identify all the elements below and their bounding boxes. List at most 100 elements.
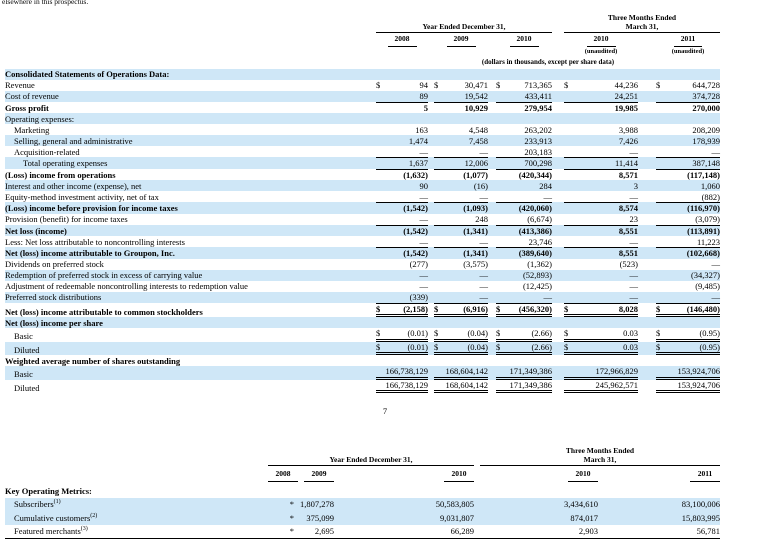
value-cell: $713,365 xyxy=(496,80,552,90)
table-row: Preferred stock distributions (339) — — — — xyxy=(5,291,721,303)
row-label: (Loss) income from operations xyxy=(5,169,116,180)
value-cell: 83,100,006 xyxy=(681,499,720,509)
value-cell: 9,031,807 xyxy=(440,512,474,523)
key-operating-metrics-table: Year Ended December 31, Three Months End… xyxy=(5,446,720,539)
value-cell: — xyxy=(711,146,721,157)
year-column-header: 2008 xyxy=(376,34,428,47)
value-cell: $94 xyxy=(376,80,428,90)
table-row: Subscribers(1) * 1,807,278 50,583,805 3,434,… xyxy=(5,497,720,511)
value-cell: (339) xyxy=(409,292,428,302)
value-cell: 90 xyxy=(419,180,429,191)
value-cell: 1,474 xyxy=(408,135,428,146)
table-row: Cost of revenue 89 19,542 433,411 24,251 374,… xyxy=(5,90,720,102)
value-cell: 7,426 xyxy=(618,135,638,146)
value-cell: 23,746 xyxy=(528,236,552,247)
row-label: Cost of revenue xyxy=(5,91,59,101)
value-cell: 4,548 xyxy=(468,124,488,135)
table-row: Consolidated Statements of Operations Da… xyxy=(5,68,720,80)
table-row: Equity-method investment activity, net o… xyxy=(5,191,720,202)
value-cell: 8,551 xyxy=(564,224,638,237)
value-cell: 19,542 xyxy=(464,91,488,101)
value-cell: 375,099 xyxy=(306,512,334,523)
row-label: Acquisition-related xyxy=(14,146,80,157)
value-cell: (1,542) xyxy=(376,247,428,259)
table-header-groups: Year Ended December 31, Three Months End… xyxy=(5,446,720,466)
value-cell: 11,414 xyxy=(564,157,638,169)
year-column-header: 2010 xyxy=(564,34,638,47)
value-cell: (3,575) xyxy=(463,259,488,269)
table-row: Gross profit 5 10,929 279,954 19,985 270,000 xyxy=(5,101,720,114)
value-cell: 15,803,995 xyxy=(681,512,720,523)
value-cell: 8,551 xyxy=(564,247,638,259)
value-cell: 8,571 xyxy=(564,168,638,181)
value-cell: 168,604,142 xyxy=(434,366,488,380)
value-cell: $ (0.95) xyxy=(656,328,720,342)
value-cell: 3,434,610 xyxy=(564,499,598,509)
value-cell: 166,738,129 xyxy=(376,366,428,380)
value-cell: $0.03 xyxy=(564,342,638,355)
value-cell: (52,893) xyxy=(522,270,552,280)
value-cell: — xyxy=(629,236,639,247)
value-cell: (1,093) xyxy=(434,202,488,214)
table-header-groups: Year Ended December 31, Three Months End… xyxy=(5,13,720,33)
value-cell: 11,223 xyxy=(696,236,720,247)
value-cell: — xyxy=(711,292,721,302)
value-cell: (1,341) xyxy=(434,247,488,259)
value-cell: — xyxy=(479,191,489,202)
value-cell: 166,738,129 xyxy=(376,380,428,393)
value-cell: $ (0.01) xyxy=(376,342,428,355)
row-label: Less: Net loss attributable to noncontro… xyxy=(5,236,185,247)
table-row: Featured merchants(3) * 2,695 66,289 2,903 56… xyxy=(5,525,720,539)
row-label: Provision (benefit) for income taxes xyxy=(5,214,128,224)
value-cell: — xyxy=(419,191,429,202)
row-label: Equity-method investment activity, net o… xyxy=(5,191,159,202)
row-label: Redemption of preferred stock in excess … xyxy=(5,270,203,280)
value-cell: 374,728 xyxy=(692,91,720,101)
value-cell: 7,458 xyxy=(468,135,488,146)
value-cell: 2,903 xyxy=(578,526,598,536)
value-cell: $ (146,480) xyxy=(656,302,720,317)
row-label: Selling, general and administrative xyxy=(14,135,133,146)
value-cell: 178,939 xyxy=(692,135,720,146)
table-row: Revenue $94 $30,471 $713,365 $44,236 $644,728 xyxy=(5,80,720,91)
value-cell: (16) xyxy=(473,180,488,191)
value-cell: 284 xyxy=(539,180,552,191)
units-note: (dollars in thousands, except per share … xyxy=(481,58,615,66)
value-cell: — xyxy=(711,259,721,269)
value-cell: (116,970) xyxy=(656,202,720,214)
table-header-units: (dollars in thousands, except per share … xyxy=(5,56,720,69)
value-cell: 24,251 xyxy=(614,91,638,101)
value-cell: (12,425) xyxy=(522,281,552,291)
value-cell: $ (6,916) xyxy=(434,302,488,317)
value-cell: $ (2.66) xyxy=(496,342,552,355)
table-header-years: 2008 2009 2010 2010 2011 xyxy=(5,467,720,482)
value-cell: 245,962,571 xyxy=(564,380,638,393)
intro-text-fragment: elsewhere in this prospectus. xyxy=(2,0,89,6)
value-cell: 279,954 xyxy=(496,101,552,114)
table-row: Diluted $ (0.01) $ (0.04) $ (2.66) $0.03 $ (0.95) xyxy=(5,341,720,355)
value-cell: (1,362) xyxy=(527,259,552,269)
value-cell: (34,327) xyxy=(690,270,720,280)
value-cell: — xyxy=(479,281,489,291)
year-column-header: 2010 xyxy=(340,467,474,482)
value-cell: 153,924,706 xyxy=(656,366,720,380)
value-cell: — xyxy=(479,270,489,280)
value-cell: 1,060 xyxy=(700,180,720,191)
value-cell: 203,183 xyxy=(524,146,552,157)
row-label: Adjustment of redeemable noncontrolling … xyxy=(5,281,248,291)
row-label: Basic xyxy=(14,331,33,341)
table-row: Total operating expenses 1,637 12,006 700,2… xyxy=(5,157,720,169)
year-column-header: 2008 xyxy=(268,467,298,482)
value-cell: — xyxy=(629,191,639,202)
value-cell: 172,966,829 xyxy=(564,366,638,380)
row-label: Operating expenses: xyxy=(5,113,75,124)
value-cell: 700,298 xyxy=(496,157,552,169)
value-cell: — xyxy=(629,270,639,280)
table-row: Less: Net loss attributable to noncontro… xyxy=(5,236,720,247)
value-cell: (6,674) xyxy=(527,214,552,224)
value-cell: (1,542) xyxy=(376,202,428,214)
table-row: Redemption of preferred stock in excess … xyxy=(5,269,720,281)
value-cell: $644,728 xyxy=(656,80,720,90)
table-row: (Loss) income from operations (1,632) (1,0… xyxy=(5,168,720,181)
value-cell: — xyxy=(629,146,639,157)
